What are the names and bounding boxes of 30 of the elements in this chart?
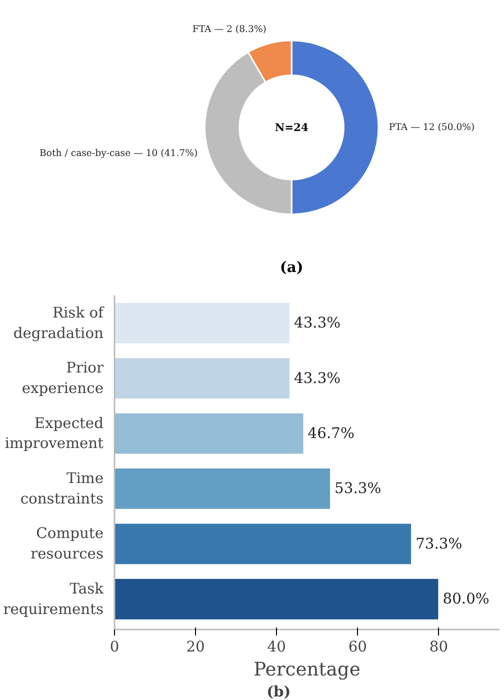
y-tick-label: Prior experience (22, 360, 104, 398)
y-tick-label: Expected improvement (4, 414, 104, 452)
bar (114, 412, 304, 455)
text: (b) (266, 684, 291, 700)
data-label: 43.3% (294, 370, 341, 387)
bar (114, 357, 290, 400)
data-label: 80.0% (442, 590, 490, 608)
x-tick-label: 80 (429, 638, 448, 656)
bar (114, 522, 412, 566)
bar (114, 468, 332, 510)
data-label: 73.3% (416, 535, 462, 552)
x-axis-title: Percentage (254, 660, 360, 680)
y-tick-label: Time constraints (20, 470, 104, 508)
x-tick-label: 0 (110, 638, 120, 656)
slice-label: Both / case-by-case — 10 (41.7%) (40, 148, 198, 160)
data-label: 43.3% (294, 314, 341, 332)
x-tick-label: 60 (348, 638, 367, 656)
bar (114, 302, 290, 344)
y-tick-label: Task requirements (3, 580, 104, 618)
data-label: 53.3% (334, 480, 382, 498)
data-label: 46.7% (308, 425, 354, 442)
bar (114, 578, 440, 620)
x-tick-label: 20 (186, 638, 205, 656)
slice-label: PTA — 12 (50.0%) (388, 122, 475, 133)
text: N=24 (274, 120, 308, 134)
y-tick-label: Risk of degradation (13, 304, 106, 342)
y-tick-label: Compute resources (30, 525, 104, 563)
x-tick-label: 40 (267, 638, 286, 656)
slice-label: FTA — 2 (8.3%) (192, 24, 266, 36)
text: (a) (280, 258, 304, 276)
